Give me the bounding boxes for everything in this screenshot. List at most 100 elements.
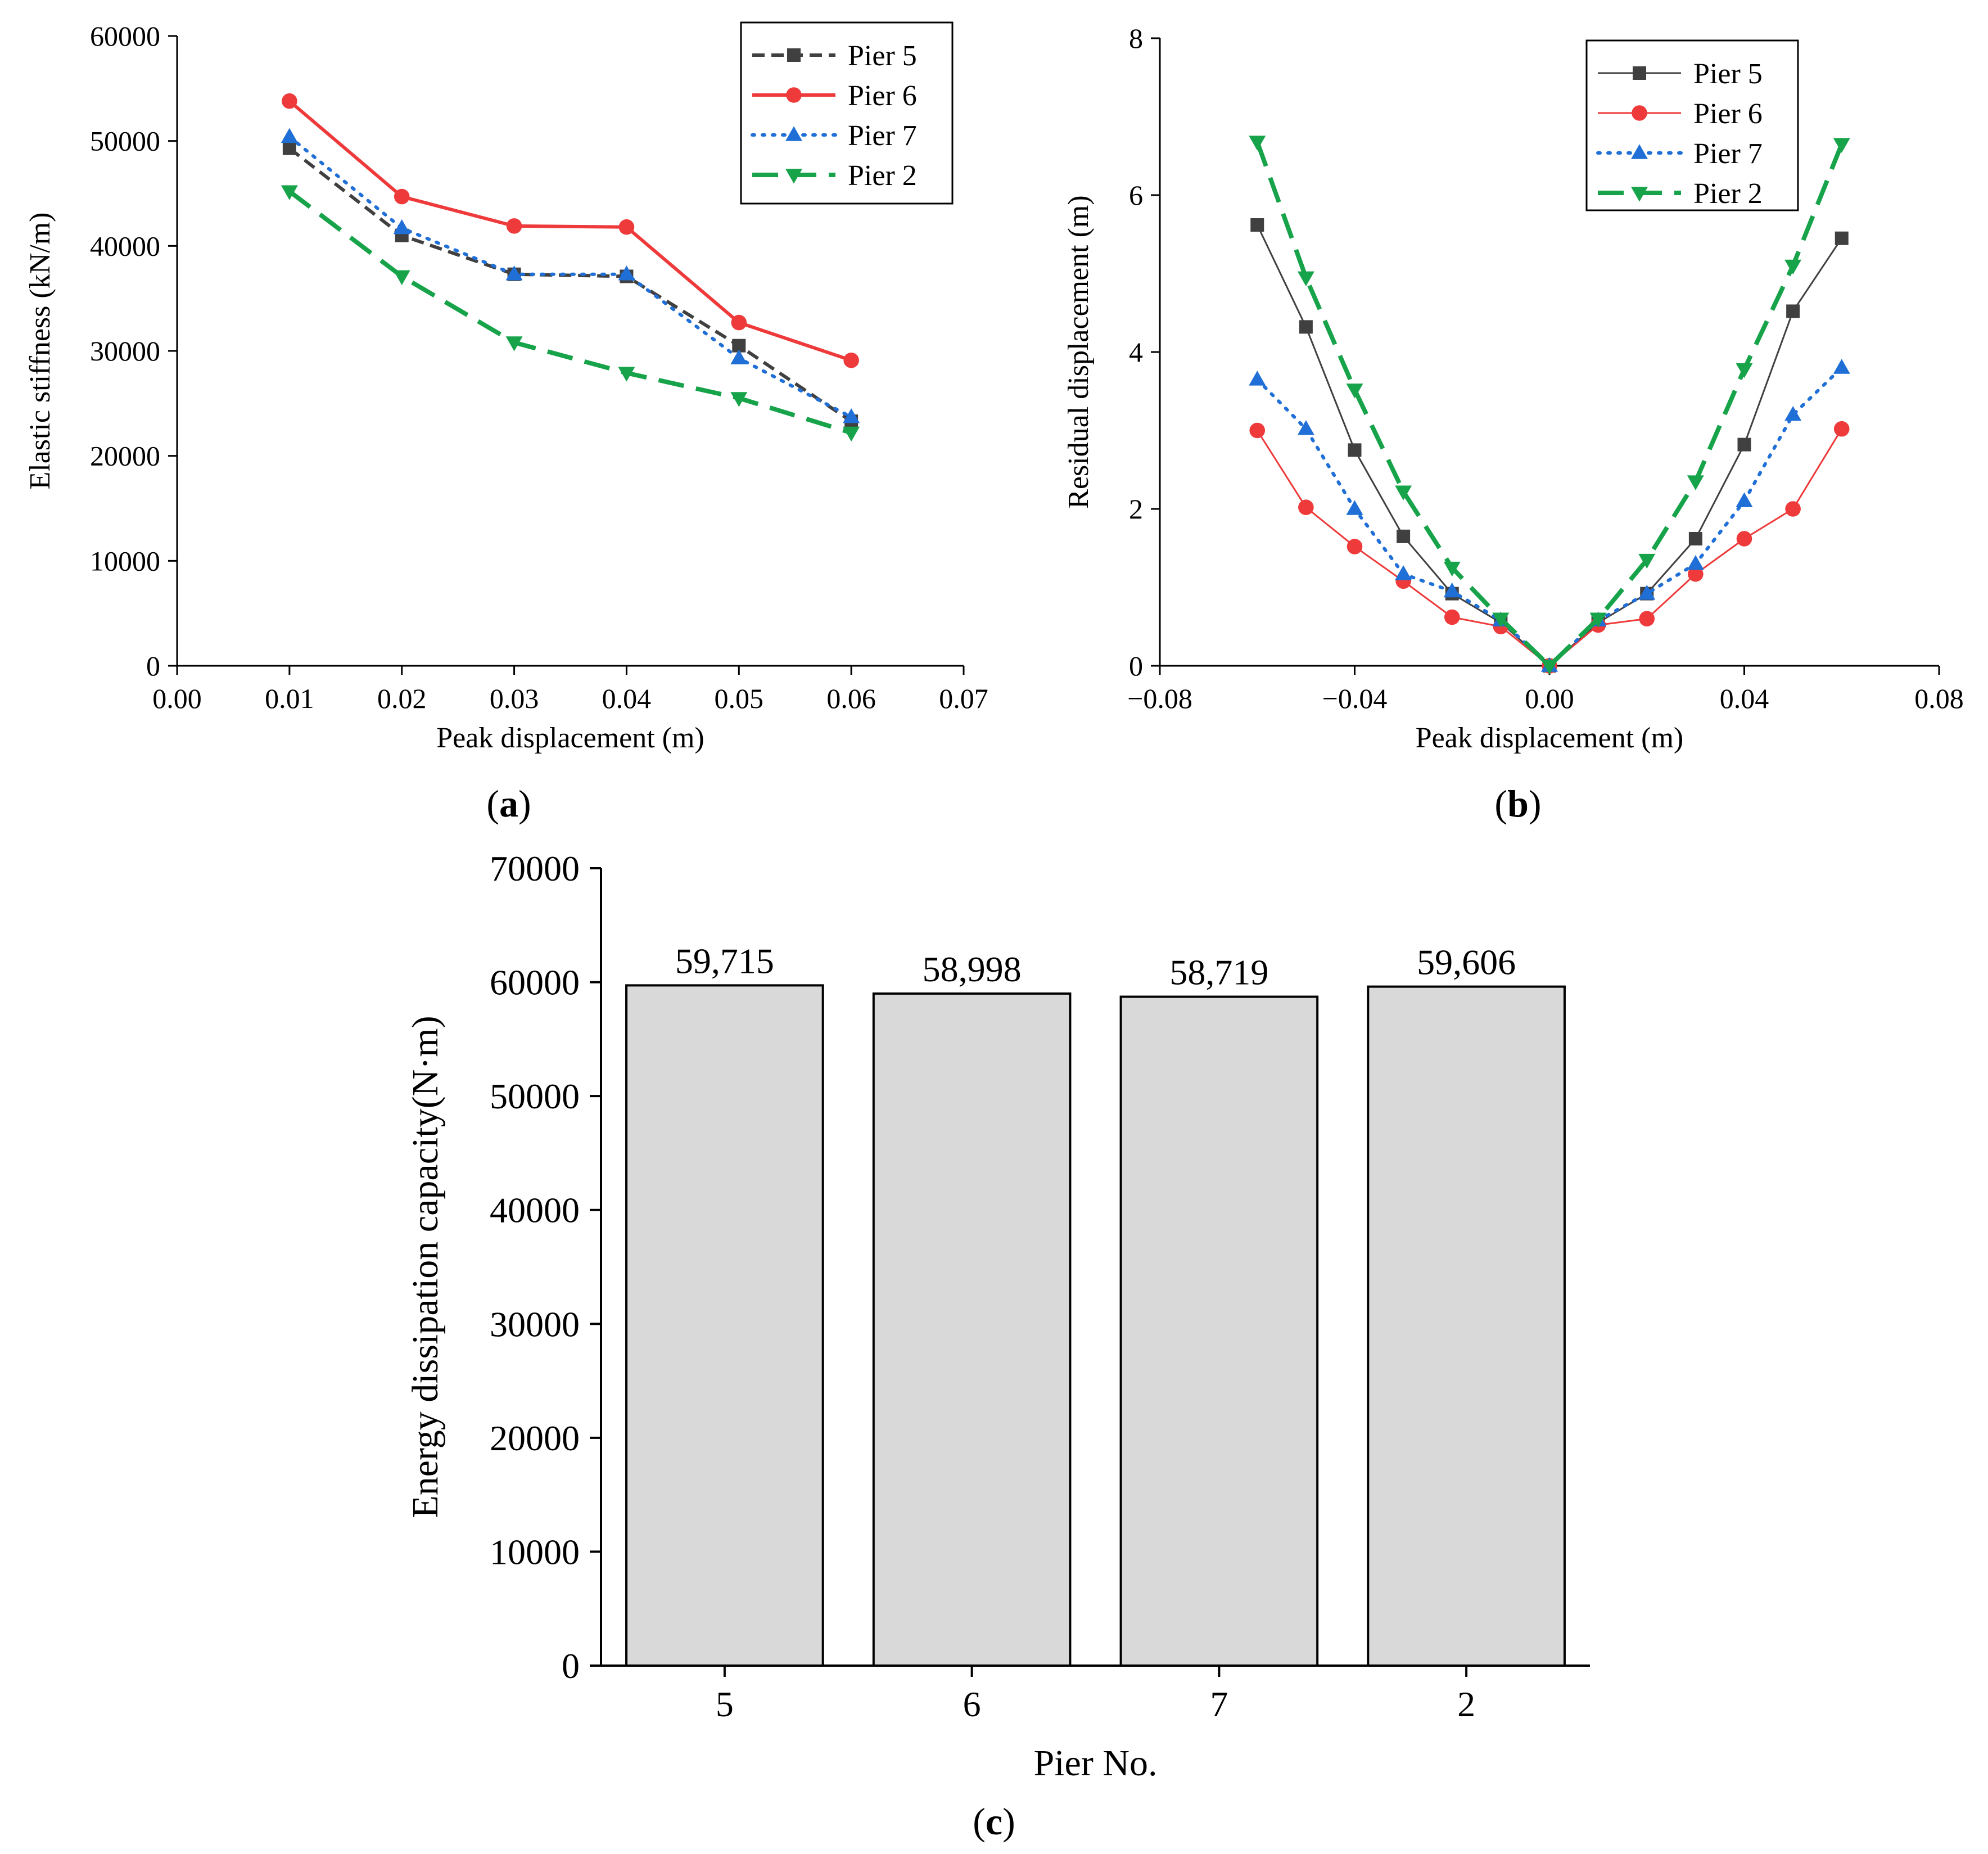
data-point <box>281 185 298 200</box>
legend-marker <box>1632 105 1647 121</box>
legend-marker <box>1633 66 1646 80</box>
series-line-pier-5 <box>288 147 852 423</box>
data-point <box>393 270 410 286</box>
data-point <box>843 353 859 368</box>
data-point <box>1541 660 1558 675</box>
y-axis-label: Energy dissipation capacity(N·m) <box>405 1016 446 1518</box>
x-tick-label: −0.08 <box>1127 683 1192 714</box>
y-axis-label: Elastic stiffness (kN/m) <box>24 213 56 490</box>
bar-value-label: 59,715 <box>675 941 774 981</box>
y-tick-label: 2 <box>1129 493 1143 525</box>
legend-label: Pier 2 <box>1693 178 1763 210</box>
data-point <box>731 314 747 331</box>
data-point <box>1250 218 1264 232</box>
data-point <box>1249 371 1266 386</box>
y-tick-label: 0 <box>1129 650 1143 682</box>
bar-7 <box>1119 995 1319 1667</box>
y-tick-label: 50000 <box>490 1076 580 1116</box>
x-tick-label: 0.01 <box>265 683 314 714</box>
x-axis-label: Pier No. <box>1034 1743 1158 1784</box>
data-point <box>843 426 860 442</box>
data-point <box>1299 320 1313 334</box>
data-point <box>730 392 748 407</box>
data-point <box>1833 138 1850 153</box>
x-tick-label: 5 <box>716 1684 734 1724</box>
y-tick-label: 4 <box>1129 336 1143 368</box>
x-tick-label: 0.00 <box>152 683 202 714</box>
legend-marker <box>1631 187 1648 202</box>
series-line-pier-7 <box>287 135 853 419</box>
data-point <box>1589 612 1607 628</box>
legend-label: Pier 7 <box>848 120 917 152</box>
x-tick-label: 0.04 <box>602 683 652 714</box>
series-line-pier-6 <box>288 100 852 362</box>
data-point <box>1688 532 1702 546</box>
data-point <box>393 219 410 234</box>
legend-label: Pier 5 <box>848 40 917 72</box>
data-point <box>1833 359 1850 374</box>
series-line-pier-7 <box>1255 366 1844 667</box>
legend-box <box>1585 39 1799 211</box>
y-tick-label: 6 <box>1129 179 1143 211</box>
y-tick-label: 0 <box>562 1646 580 1686</box>
data-point <box>1397 529 1411 543</box>
bar-2 <box>1367 985 1566 1667</box>
y-tick-label: 30000 <box>490 1304 580 1344</box>
data-point <box>281 128 298 143</box>
chart-c: 0 10000 20000 30000 40000 50000 60000 70000 59,7… <box>405 849 1590 1843</box>
x-tick-label: 0.03 <box>490 683 539 714</box>
y-tick-label: 70000 <box>490 849 580 888</box>
y-tick-label: 60000 <box>490 963 580 1003</box>
bar-value-label: 59,606 <box>1417 942 1516 982</box>
legend: Pier 5 Pier 6 Pier 7 Pier 2 <box>1585 39 1799 211</box>
data-point <box>1346 384 1363 399</box>
data-point <box>1249 422 1266 439</box>
data-point <box>1736 363 1753 378</box>
series-line-pier-6 <box>1256 428 1843 667</box>
data-point <box>1687 475 1704 490</box>
legend-label: Pier 7 <box>1693 138 1763 170</box>
x-axis-label: Peak displacement (m) <box>1416 722 1684 754</box>
data-point <box>1786 304 1800 318</box>
data-point <box>1833 421 1850 437</box>
data-point <box>505 265 523 281</box>
series-line-pier-5 <box>1256 224 1842 667</box>
data-point <box>1688 566 1704 582</box>
x-axis-label: Peak displacement (m) <box>436 722 704 754</box>
data-point <box>1736 492 1753 507</box>
x-tick-label: 0.00 <box>1525 683 1574 714</box>
legend-label: Pier 2 <box>848 160 917 192</box>
data-point <box>1395 565 1412 580</box>
data-point <box>1249 136 1266 151</box>
data-point <box>1784 406 1802 421</box>
data-point <box>282 93 297 109</box>
data-point <box>1492 612 1510 628</box>
chart-b: −0.08 −0.04 0.00 0.04 0.08 0 2 4 6 8 Peak displace… <box>1063 22 1964 825</box>
y-tick-label: 40000 <box>90 230 160 261</box>
panel-label: (a) <box>486 782 531 825</box>
y-tick-label: 20000 <box>490 1418 580 1458</box>
data-point <box>1443 582 1461 598</box>
series-line-pier-2 <box>1255 141 1844 668</box>
data-point <box>282 141 296 155</box>
data-point <box>1736 531 1752 547</box>
legend-marker <box>785 126 802 141</box>
y-tick-label: 40000 <box>490 1190 580 1230</box>
data-point <box>618 265 635 281</box>
data-point <box>1687 555 1704 570</box>
data-point <box>618 367 635 382</box>
data-point <box>1737 437 1751 452</box>
data-point <box>1395 485 1412 500</box>
legend-marker <box>787 48 801 62</box>
legend-marker <box>785 169 802 184</box>
panel-label: (b) <box>1494 782 1541 825</box>
legend-label: Pier 5 <box>1693 58 1763 90</box>
y-tick-label: 30000 <box>90 335 160 367</box>
data-point <box>1346 500 1363 515</box>
legend-label: Pier 6 <box>848 80 917 112</box>
y-tick-label: 50000 <box>90 125 160 157</box>
x-tick-label: 0.07 <box>939 683 988 714</box>
y-tick-label: 8 <box>1129 22 1143 54</box>
x-tick-label: 6 <box>963 1684 981 1724</box>
